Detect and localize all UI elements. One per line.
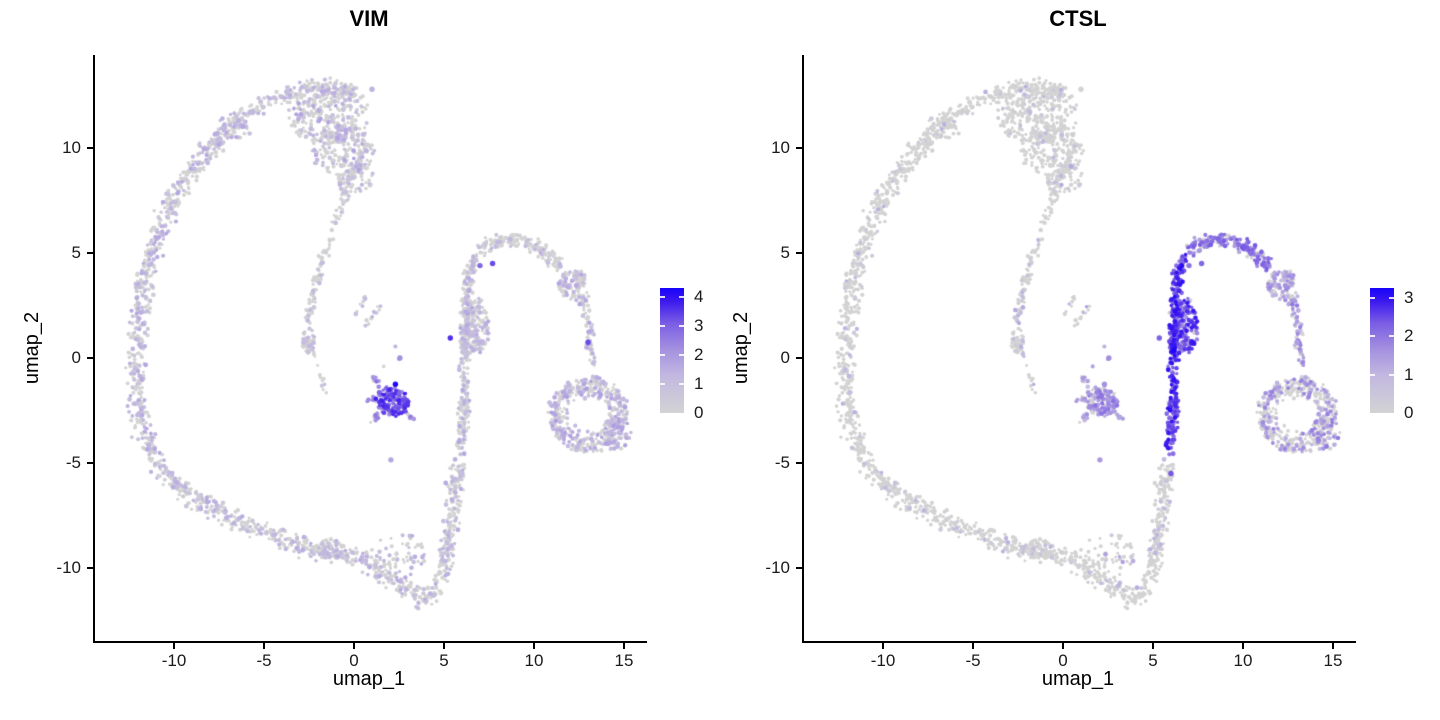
y-tick-label: -5 bbox=[774, 453, 790, 472]
y-tick-label: -10 bbox=[56, 558, 81, 577]
x-tick-label: 5 bbox=[1148, 651, 1158, 670]
y-tick-label: 5 bbox=[71, 243, 81, 262]
umap-canvas bbox=[95, 55, 647, 641]
x-tick-label: -10 bbox=[870, 651, 896, 670]
x-tick-label: 5 bbox=[439, 651, 449, 670]
x-tick-mark bbox=[1152, 641, 1154, 649]
y-tick-mark bbox=[796, 357, 804, 359]
x-tick-label: 10 bbox=[1233, 651, 1253, 670]
y-tick-mark bbox=[796, 252, 804, 254]
colorbar-tick-notch bbox=[679, 295, 684, 298]
colorbar-tick-label: 3 bbox=[694, 315, 704, 335]
colorbar-tick-label: 1 bbox=[1404, 364, 1414, 384]
y-tick-mark bbox=[796, 147, 804, 149]
y-tick-mark bbox=[87, 462, 95, 464]
x-tick-mark bbox=[1062, 641, 1064, 649]
colorbar-tick-notch bbox=[1370, 296, 1375, 299]
y-tick-mark bbox=[87, 357, 95, 359]
x-tick-label: -10 bbox=[161, 651, 187, 670]
x-tick-mark bbox=[1332, 641, 1334, 649]
x-tick-label: 15 bbox=[1323, 651, 1343, 670]
x-tick-mark bbox=[882, 641, 884, 649]
colorbar-tick-label: 4 bbox=[694, 286, 704, 306]
colorbar-tick-notch bbox=[1370, 373, 1375, 376]
colorbar-tick-notch bbox=[660, 324, 665, 327]
colorbar-tick-notch bbox=[660, 295, 665, 298]
y-tick-mark bbox=[87, 567, 95, 569]
x-tick-label: -5 bbox=[965, 651, 981, 670]
y-tick-label: 5 bbox=[780, 243, 790, 262]
y-tick-mark bbox=[796, 462, 804, 464]
panel-title-ctsl: CTSL bbox=[1049, 6, 1107, 31]
x-axis-label: umap_1 bbox=[1041, 668, 1115, 690]
colorbar-tick-notch bbox=[1389, 373, 1394, 376]
x-tick-mark bbox=[443, 641, 445, 649]
plot-area-ctsl: -10 -5 0 5 10 15 10 5 0 -5 -10 bbox=[765, 55, 1356, 670]
x-axis-label: umap_1 bbox=[332, 668, 406, 690]
x-tick-mark bbox=[623, 641, 625, 649]
plot-area-vim: -10 -5 0 5 10 15 10 5 0 -5 -10 bbox=[56, 55, 647, 670]
colorbar-tick-label: 2 bbox=[694, 344, 704, 364]
y-tick-mark bbox=[87, 252, 95, 254]
colorbar-tick-label: 0 bbox=[694, 403, 704, 422]
y-tick-label: 0 bbox=[780, 348, 790, 367]
x-tick-mark bbox=[972, 641, 974, 649]
y-axis-label: umap_2 bbox=[730, 311, 752, 385]
colorbar-tick-label: 1 bbox=[694, 373, 704, 393]
x-tick-label: 0 bbox=[1058, 651, 1068, 670]
colorbar-gradient bbox=[1370, 288, 1394, 413]
x-tick-label: 0 bbox=[349, 651, 359, 670]
colorbar-tick-label: 2 bbox=[1404, 326, 1414, 346]
colorbar-tick-notch bbox=[1389, 335, 1394, 338]
colorbar-ctsl: 3 2 1 0 bbox=[1370, 288, 1413, 422]
y-tick-mark bbox=[796, 567, 804, 569]
x-tick-mark bbox=[533, 641, 535, 649]
x-tick-label: 10 bbox=[524, 651, 544, 670]
y-tick-label: 10 bbox=[62, 138, 81, 157]
x-tick-label: -5 bbox=[256, 651, 272, 670]
colorbar-tick-notch bbox=[679, 324, 684, 327]
panel-title-vim: VIM bbox=[349, 6, 389, 31]
colorbar-tick-notch bbox=[1370, 335, 1375, 338]
y-tick-label: -5 bbox=[65, 453, 81, 472]
colorbar-tick-label: 3 bbox=[1404, 287, 1414, 307]
colorbar-tick-notch bbox=[660, 382, 665, 385]
colorbar-vim: 4 3 2 1 0 bbox=[660, 287, 703, 422]
x-tick-label: 15 bbox=[614, 651, 634, 670]
x-tick-mark bbox=[353, 641, 355, 649]
colorbar-tick-notch bbox=[660, 353, 665, 356]
x-tick-mark bbox=[263, 641, 265, 649]
umap-canvas bbox=[804, 55, 1356, 641]
x-tick-mark bbox=[173, 641, 175, 649]
colorbar-tick-label: 0 bbox=[1404, 403, 1414, 422]
y-axis-label: umap_2 bbox=[21, 311, 43, 385]
colorbar-gradient bbox=[660, 288, 684, 413]
y-tick-label: 0 bbox=[71, 348, 81, 367]
colorbar-tick-notch bbox=[1389, 296, 1394, 299]
colorbar-tick-notch bbox=[679, 353, 684, 356]
x-tick-mark bbox=[1242, 641, 1244, 649]
colorbar-tick-notch bbox=[679, 382, 684, 385]
y-tick-mark bbox=[87, 147, 95, 149]
y-tick-label: -10 bbox=[765, 558, 790, 577]
y-tick-label: 10 bbox=[771, 138, 790, 157]
